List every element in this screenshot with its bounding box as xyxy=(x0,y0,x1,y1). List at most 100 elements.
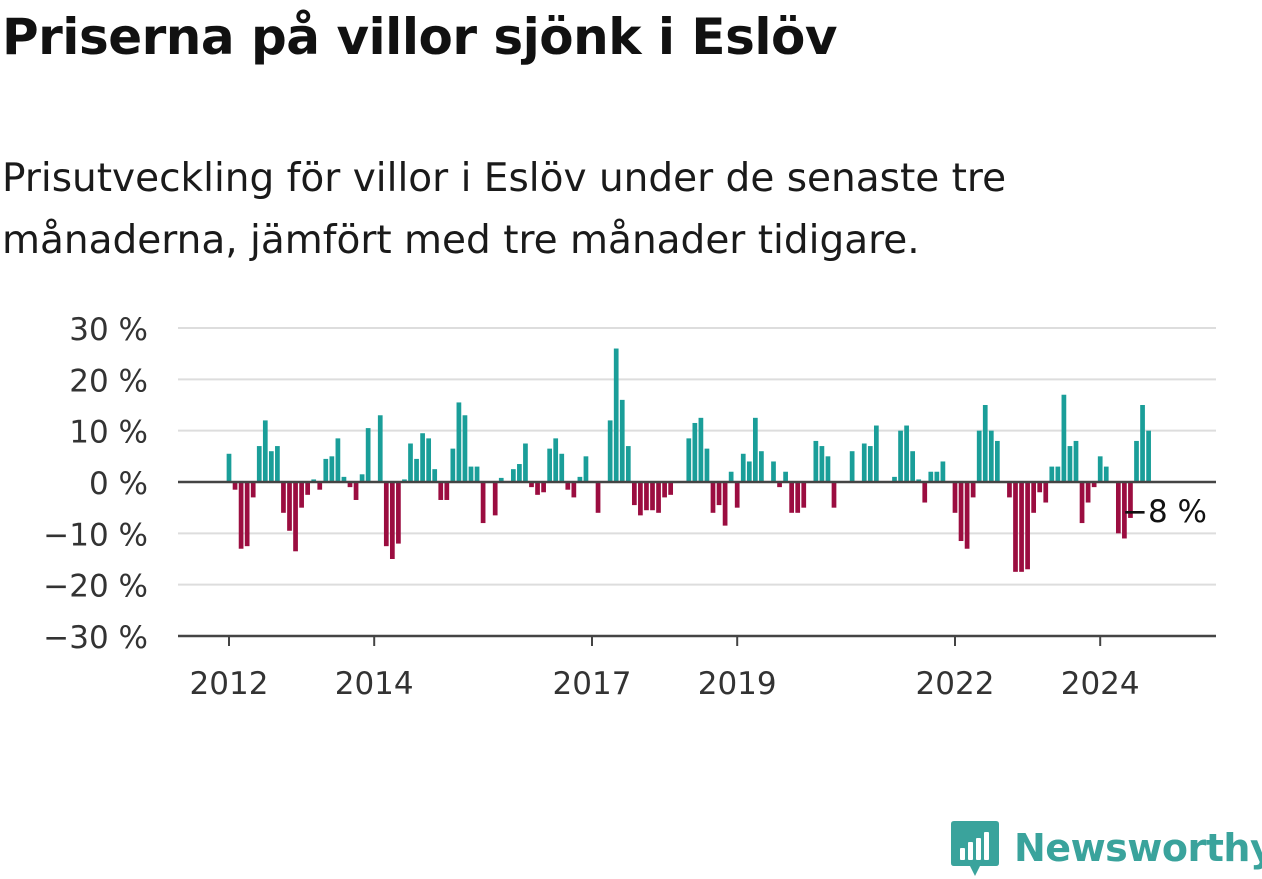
page-subtitle: Prisutveckling för villor i Eslöv under … xyxy=(2,156,1007,263)
bar xyxy=(831,482,837,508)
bar xyxy=(323,458,329,482)
bar xyxy=(402,479,407,482)
bar xyxy=(456,402,462,482)
bar xyxy=(686,438,692,482)
bar xyxy=(256,446,262,482)
bar xyxy=(468,466,474,482)
bar xyxy=(311,479,317,482)
bar xyxy=(1085,482,1091,503)
x-tick-label: 2014 xyxy=(335,666,414,702)
bar xyxy=(365,428,371,482)
bar-chart: 30 %20 %10 %0 %−10 %−20 %−30 % 2012 2014 2… xyxy=(43,312,1216,702)
bar xyxy=(1061,394,1067,482)
bar xyxy=(559,453,565,482)
chart-bars xyxy=(226,348,1151,572)
bar xyxy=(795,482,801,513)
bar xyxy=(662,482,667,498)
bar xyxy=(1128,482,1133,518)
bar xyxy=(789,482,795,513)
bar xyxy=(982,405,988,482)
chart-annotations: −8 % xyxy=(1122,494,1207,530)
bar xyxy=(1007,482,1012,498)
bar xyxy=(1134,440,1139,482)
bar xyxy=(759,451,764,482)
bar xyxy=(710,482,716,513)
bar xyxy=(541,482,546,493)
bar xyxy=(262,420,268,482)
bar xyxy=(958,482,964,542)
annotation-label: −8 % xyxy=(1122,494,1207,530)
bar xyxy=(952,482,958,513)
bar xyxy=(1073,440,1079,482)
bar xyxy=(571,482,577,498)
bar xyxy=(275,446,280,482)
bar xyxy=(722,482,728,526)
bar xyxy=(613,348,619,482)
brand-name: Newsworthy xyxy=(1014,826,1262,870)
brand-logo: Newsworthy xyxy=(950,818,1262,878)
bar xyxy=(389,482,395,559)
bar xyxy=(940,461,946,482)
bar xyxy=(299,482,304,508)
x-tick-label: 2024 xyxy=(1061,666,1140,702)
bar xyxy=(928,471,934,482)
bar xyxy=(426,438,432,482)
bar xyxy=(994,440,1000,482)
bar xyxy=(1049,466,1055,482)
bar xyxy=(1091,482,1097,488)
bar xyxy=(232,482,238,490)
bar xyxy=(728,471,734,482)
bar xyxy=(692,422,698,482)
bar xyxy=(976,430,982,482)
bar xyxy=(783,471,788,482)
y-tick-label: 10 % xyxy=(69,415,148,451)
bar xyxy=(644,482,649,511)
bar xyxy=(565,482,571,490)
bar xyxy=(335,438,341,482)
bar xyxy=(716,482,722,506)
bar xyxy=(922,482,928,503)
bar xyxy=(462,415,468,482)
bar xyxy=(1067,446,1073,482)
bar xyxy=(849,451,855,482)
bar xyxy=(1031,482,1037,513)
bar xyxy=(631,482,637,506)
y-axis-labels: 30 % 20 % 10 % 0 % −10 % −20 % −30 % xyxy=(43,312,148,656)
bar xyxy=(910,451,916,482)
y-tick-label: −10 % xyxy=(43,517,148,553)
bar xyxy=(553,438,559,482)
y-tick-label: 0 % xyxy=(89,466,148,502)
bar xyxy=(873,425,879,482)
bar xyxy=(825,456,831,482)
bar xyxy=(347,482,353,488)
bar xyxy=(583,456,589,482)
bar xyxy=(577,476,583,482)
bar xyxy=(777,482,782,488)
bar xyxy=(438,482,444,500)
bar xyxy=(1055,466,1061,482)
bar xyxy=(1146,430,1151,482)
y-tick-label: −30 % xyxy=(43,620,148,656)
y-tick-label: 30 % xyxy=(69,312,148,348)
bar xyxy=(317,482,323,490)
x-tick-label: 2019 xyxy=(698,666,777,702)
bar xyxy=(801,482,807,508)
bar xyxy=(1025,482,1030,570)
bar xyxy=(498,477,504,482)
bar xyxy=(1122,482,1127,539)
bar xyxy=(1103,466,1109,482)
bar xyxy=(595,482,601,513)
bar xyxy=(250,482,256,498)
bar xyxy=(547,448,553,482)
bar xyxy=(668,482,674,495)
bar xyxy=(529,482,534,488)
bar xyxy=(904,425,909,482)
x-axis-labels: 2012 2014 2017 2019 2022 2024 xyxy=(190,636,1140,702)
bar xyxy=(408,443,413,482)
bar xyxy=(359,474,365,482)
x-tick-label: 2012 xyxy=(190,666,269,702)
bar xyxy=(341,476,347,482)
bar xyxy=(934,471,940,482)
bar xyxy=(916,479,922,482)
bar xyxy=(474,466,480,482)
